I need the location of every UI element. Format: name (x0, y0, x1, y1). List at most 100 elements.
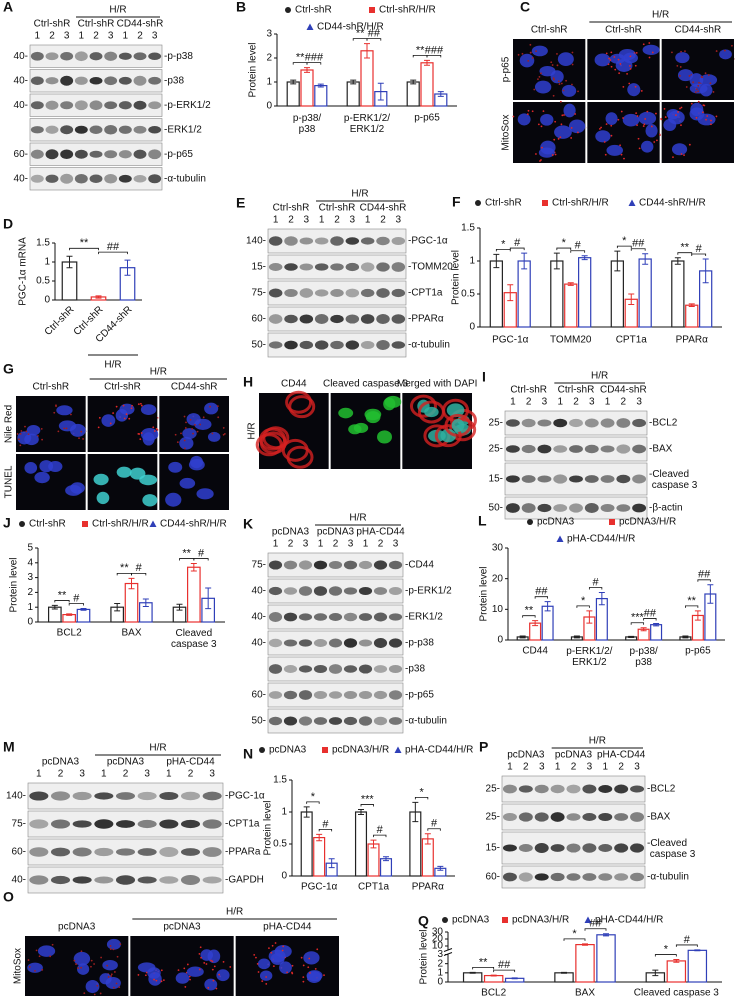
row-label: -BCL2 (647, 784, 676, 795)
nucleus (640, 140, 654, 153)
stain-dot (137, 403, 140, 406)
y-tick-label: 0.5 (273, 839, 287, 850)
significance-bracket (427, 828, 441, 831)
nucleus (568, 119, 586, 134)
error-bar (364, 43, 370, 59)
stain-dot (527, 109, 530, 112)
stain-dot (644, 118, 647, 120)
error-bar (350, 79, 357, 85)
y-tick-label: 3 (266, 29, 272, 40)
blot-band (60, 149, 74, 160)
significance-label: ## (368, 28, 381, 40)
blot-band (74, 100, 88, 111)
blot-band (283, 560, 298, 570)
stain-dot (695, 116, 698, 119)
stain-dot (556, 53, 558, 55)
stain-dot (122, 404, 125, 407)
stain-dot (184, 986, 187, 988)
legend-label: CD44-shR/H/R (317, 22, 384, 33)
stain-dot (270, 951, 273, 954)
nucleus (196, 488, 214, 500)
stain-dot (551, 64, 554, 66)
axis-break (444, 950, 452, 954)
error-bar (290, 79, 297, 85)
panel-letter: B (236, 0, 246, 15)
blot-band (598, 873, 613, 881)
significance-label: ## (632, 238, 645, 250)
blot-band (328, 586, 343, 596)
blot-band (159, 847, 179, 857)
stain-dot (557, 137, 560, 140)
mw-label: 15- (486, 843, 500, 854)
blot-band (268, 314, 283, 324)
lane-label: 1 (35, 31, 41, 42)
blot-band (314, 314, 329, 324)
blot-band (133, 149, 147, 159)
stain-dot (715, 50, 718, 52)
stain-dot (704, 72, 707, 75)
nucleus (539, 65, 556, 77)
blot-band (89, 76, 103, 85)
blot-band (373, 612, 388, 622)
nucleus (338, 407, 354, 419)
blot-band (60, 101, 74, 110)
blot-band (616, 418, 631, 428)
y-axis-label: Protein level (451, 250, 462, 305)
x-tick-label: BAX (575, 988, 595, 999)
blot-band (94, 876, 114, 884)
y-tick-label: 3 (437, 949, 443, 960)
stain-dot (527, 59, 530, 62)
blot-band (45, 77, 59, 85)
blot-band (115, 848, 136, 856)
stain-dot (160, 969, 163, 972)
stain-dot (622, 117, 624, 119)
cytoplasm (409, 394, 437, 418)
blot-band (328, 613, 343, 621)
column-label: Ctrl-shR (32, 382, 69, 393)
lane-label: 3 (589, 397, 595, 408)
lane-label: 1 (605, 397, 611, 408)
blot-band (553, 445, 568, 453)
blot-band (148, 174, 162, 184)
blot-band (373, 638, 388, 648)
column-label: CD44-shR (171, 382, 218, 393)
blot-band (284, 263, 298, 271)
blot-band (343, 612, 358, 622)
group-label: Ctrl-shR (319, 203, 356, 214)
stain-dot (128, 417, 131, 420)
blot-band (313, 639, 328, 647)
stain-dot (183, 415, 186, 418)
error-bar (628, 293, 635, 306)
blot-band (284, 340, 298, 350)
row-label: -PPARa (225, 847, 261, 858)
blot-band (614, 813, 629, 821)
stain-dot (705, 118, 707, 121)
lane-label: 1 (365, 215, 371, 226)
nucleus (563, 103, 576, 118)
blot-band (283, 690, 298, 700)
stain-dot (653, 141, 656, 143)
stain-dot (198, 968, 201, 971)
lane-label: 2 (526, 397, 532, 408)
bar (420, 62, 434, 107)
top-label: H/R (351, 189, 368, 200)
nucleus (186, 966, 204, 977)
blot-band (30, 101, 44, 110)
lane-label: 3 (348, 539, 354, 550)
bar (638, 258, 652, 328)
stain-dot (155, 979, 158, 982)
stain-dot (538, 75, 541, 78)
y-tick-label: 2 (266, 53, 272, 64)
blot-band (118, 52, 132, 60)
group-label: pcDNA3 (107, 757, 145, 768)
error-bar (560, 971, 567, 974)
stain-dot (160, 980, 163, 983)
error-bar (702, 258, 709, 284)
significance-bracket (654, 954, 677, 957)
bar (124, 582, 139, 623)
error-bar (358, 808, 365, 816)
blot-band (343, 665, 358, 673)
stain-dot (618, 72, 621, 75)
stain-dot (55, 405, 57, 408)
stain-dot (229, 966, 232, 968)
